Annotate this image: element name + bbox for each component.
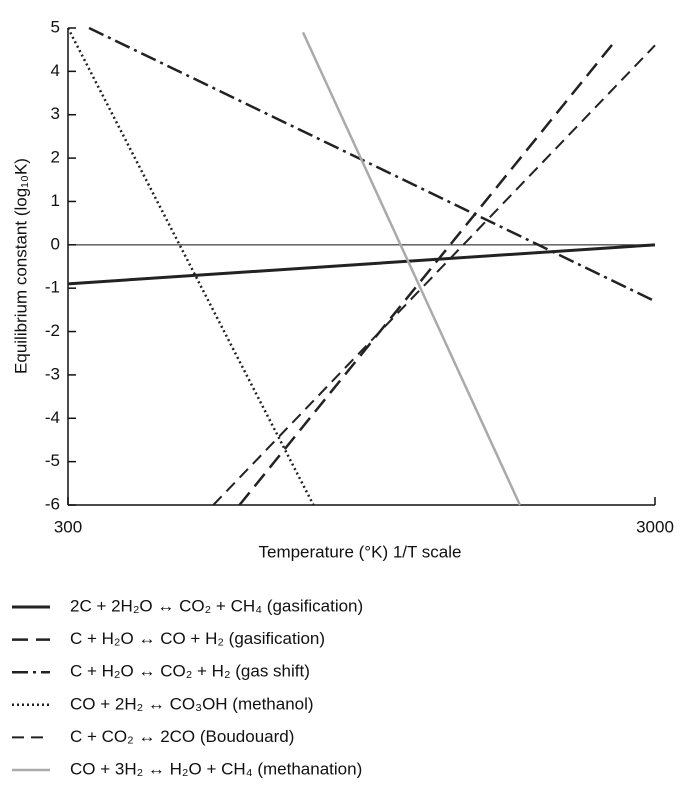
y-tick-label: -5 <box>45 451 60 470</box>
series-line <box>66 27 315 506</box>
y-tick-label: -3 <box>45 364 60 383</box>
y-tick-label: 1 <box>51 191 60 210</box>
y-tick-label: -6 <box>45 494 60 513</box>
legend-label: 2C + 2H₂O ↔ CO₂ + CH₄ (gasification) <box>70 596 363 615</box>
legend-label: C + H₂O ↔ CO + H₂ (gasification) <box>70 629 325 648</box>
series-line <box>301 31 522 506</box>
series-line <box>67 243 656 286</box>
y-tick-label: 5 <box>51 17 60 36</box>
y-tick-label: 2 <box>51 148 60 167</box>
y-tick-label: -4 <box>45 408 60 427</box>
y-tick-label: -1 <box>45 278 60 297</box>
y-tick-label: 0 <box>51 234 60 253</box>
y-tick-label: 3 <box>51 104 60 123</box>
y-tick-label: 4 <box>51 61 60 80</box>
x-tick-label: 3000 <box>636 517 674 536</box>
y-axis-label: Equilibrium constant (log₁₀K) <box>11 158 30 374</box>
series-line <box>212 44 656 506</box>
series-line <box>88 26 656 303</box>
legend-label: CO + 2H₂ ↔ CO₃OH (methanol) <box>70 694 314 713</box>
x-axis-label: Temperature (°K) 1/T scale <box>258 542 461 561</box>
legend-label: CO + 3H₂ ↔ H₂O + CH₄ (methanation) <box>70 759 362 778</box>
legend-label: C + H₂O ↔ CO₂ + H₂ (gas shift) <box>70 662 310 681</box>
x-tick-label: 300 <box>54 517 82 536</box>
legend-label: C + CO₂ ↔ 2CO (Boudouard) <box>70 727 294 746</box>
y-tick-label: -2 <box>45 321 60 340</box>
series-line <box>238 40 617 506</box>
